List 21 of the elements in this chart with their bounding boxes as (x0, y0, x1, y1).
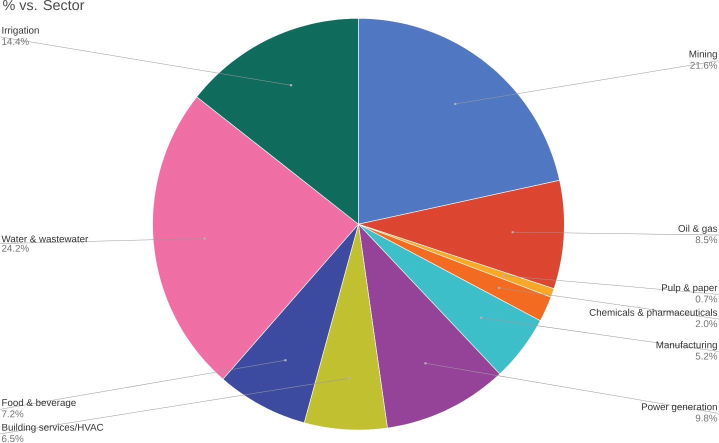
slice-label: Chemicals & pharmaceuticals (590, 308, 718, 318)
data-label: 7.2% (2, 410, 24, 418)
slice-label: Water & wastewater (2, 236, 88, 242)
slice-label: Manufacturing (656, 341, 717, 350)
data-label: 14.4% (2, 38, 29, 45)
data-label: 9.8% (696, 414, 718, 422)
chart-title: % vs. Sector (3, 0, 84, 10)
slice-label: Mining (690, 50, 717, 60)
slice-label: Building services/HVAC (2, 424, 104, 433)
data-label: 0.7% (696, 296, 718, 302)
slice-label: Food & beverage (2, 398, 76, 408)
slice-label: Irrigation (2, 26, 39, 36)
data-label: 5.2% (696, 352, 718, 360)
data-label: 8.5% (696, 236, 718, 244)
slice-label: Pulp & paper (662, 284, 718, 294)
data-label: 21.6% (690, 62, 718, 69)
slice-label: Oil & gas (678, 224, 718, 234)
data-label: 6.5% (2, 435, 24, 442)
data-label: 2.0% (696, 320, 718, 328)
slice-label: Power generation (642, 403, 717, 412)
data-label: 24.2% (2, 244, 29, 252)
